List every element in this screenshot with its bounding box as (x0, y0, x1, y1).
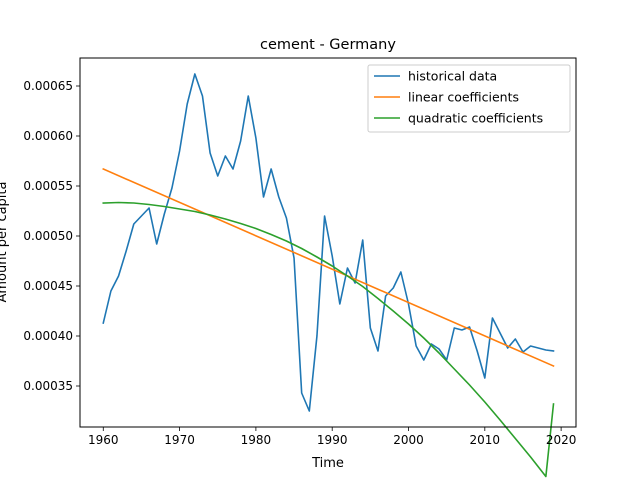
y-tick-label: 0.00065 (23, 79, 73, 93)
x-tick-label: 2020 (546, 433, 577, 447)
legend-label: historical data (408, 69, 497, 84)
x-axis-ticks: 1960 1970 1980 1990 2000 2010 2020 (88, 427, 576, 447)
x-tick-label: 1990 (317, 433, 348, 447)
legend-label: linear coefficients (408, 90, 519, 105)
x-tick-label: 2000 (393, 433, 424, 447)
plot-lines (102, 73, 555, 478)
y-tick-label: 0.00040 (23, 329, 73, 343)
x-tick-label: 1970 (164, 433, 195, 447)
y-tick-label: 0.00035 (23, 379, 73, 393)
x-tick-label: 1980 (241, 433, 272, 447)
y-axis-label: Amount per capita (0, 182, 10, 303)
series-line-linear-coefficients (102, 167, 555, 368)
legend-label: quadratic coefficients (408, 111, 543, 126)
y-tick-label: 0.00045 (23, 279, 73, 293)
y-axis-ticks: 0.00035 0.00040 0.00045 0.00050 0.00055 0.000… (23, 79, 80, 393)
plot-frame (79, 57, 577, 428)
legend: historical data linear coefficients quadra… (367, 64, 571, 133)
y-tick-label: 0.00060 (23, 129, 73, 143)
x-tick-label: 1960 (88, 433, 119, 447)
series-line-quadratic-coefficients (102, 201, 555, 478)
chart-title: cement - Germany (260, 37, 396, 53)
y-tick-label: 0.00055 (23, 179, 73, 193)
y-tick-label: 0.00050 (23, 229, 73, 243)
series-line-historical-data (102, 73, 555, 412)
x-tick-label: 2010 (470, 433, 501, 447)
x-axis-label: Time (311, 456, 344, 471)
legend-box (367, 64, 571, 133)
